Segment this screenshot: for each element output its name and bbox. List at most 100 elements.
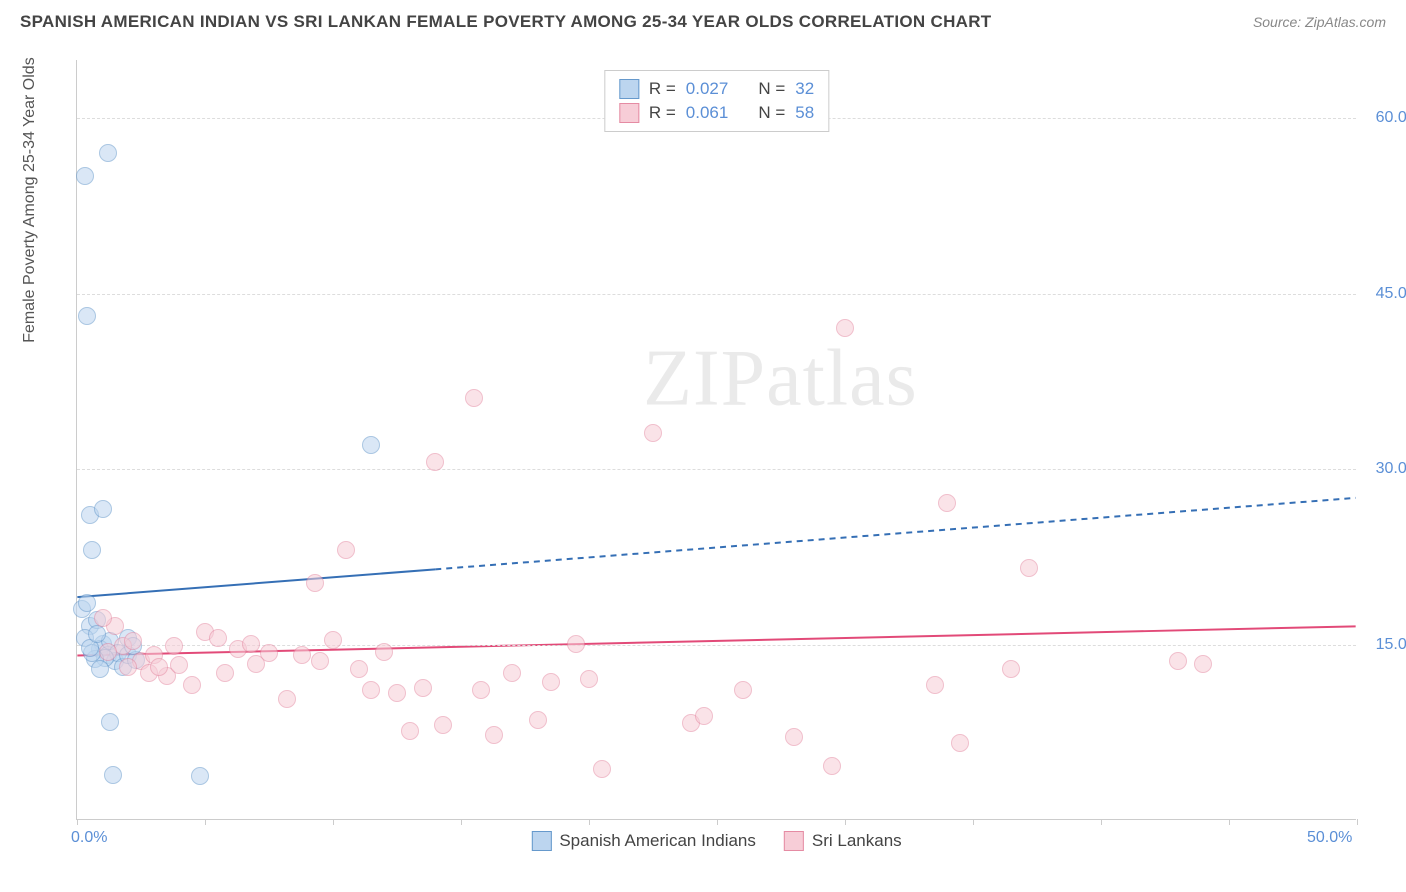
x-tick — [1101, 819, 1102, 825]
data-point — [293, 646, 311, 664]
data-point — [209, 629, 227, 647]
data-point — [119, 658, 137, 676]
x-tick — [589, 819, 590, 825]
legend-correlation: R = 0.027 N = 32 R = 0.061 N = 58 — [604, 70, 829, 132]
data-point — [76, 167, 94, 185]
x-tick — [1229, 819, 1230, 825]
data-point — [1169, 652, 1187, 670]
legend-label-1: Spanish American Indians — [559, 831, 756, 851]
trend-lines — [77, 60, 1356, 819]
data-point — [401, 722, 419, 740]
legend-item-1: Spanish American Indians — [531, 831, 756, 851]
legend-row-series-2: R = 0.061 N = 58 — [619, 101, 814, 125]
plot-area: ZIPatlas R = 0.027 N = 32 R = 0.061 N = … — [76, 60, 1356, 820]
data-point — [216, 664, 234, 682]
n-label: N = — [758, 103, 785, 123]
data-point — [83, 541, 101, 559]
data-point — [104, 766, 122, 784]
data-point — [375, 643, 393, 661]
data-point — [362, 436, 380, 454]
data-point — [567, 635, 585, 653]
data-point — [426, 453, 444, 471]
n-label: N = — [758, 79, 785, 99]
legend-item-2: Sri Lankans — [784, 831, 902, 851]
x-tick — [333, 819, 334, 825]
data-point — [785, 728, 803, 746]
gridline — [77, 294, 1356, 295]
data-point — [99, 643, 117, 661]
data-point — [191, 767, 209, 785]
chart-container: Female Poverty Among 25-34 Year Olds ZIP… — [48, 48, 1388, 848]
data-point — [165, 637, 183, 655]
data-point — [350, 660, 368, 678]
x-tick — [461, 819, 462, 825]
data-point — [94, 500, 112, 518]
data-point — [183, 676, 201, 694]
data-point — [734, 681, 752, 699]
legend-label-2: Sri Lankans — [812, 831, 902, 851]
data-point — [170, 656, 188, 674]
data-point — [124, 632, 142, 650]
x-tick — [77, 819, 78, 825]
data-point — [99, 144, 117, 162]
r-value-2: 0.061 — [686, 103, 729, 123]
data-point — [311, 652, 329, 670]
data-point — [337, 541, 355, 559]
y-axis-label: Female Poverty Among 25-34 Year Olds — [21, 57, 39, 343]
chart-header: SPANISH AMERICAN INDIAN VS SRI LANKAN FE… — [0, 0, 1406, 40]
trend-line-dashed — [435, 498, 1355, 569]
data-point — [150, 658, 168, 676]
x-tick — [845, 819, 846, 825]
data-point — [306, 574, 324, 592]
x-tick — [205, 819, 206, 825]
data-point — [78, 594, 96, 612]
data-point — [434, 716, 452, 734]
data-point — [260, 644, 278, 662]
n-value-2: 58 — [795, 103, 814, 123]
data-point — [94, 609, 112, 627]
legend-swatch-icon — [531, 831, 551, 851]
r-value-1: 0.027 — [686, 79, 729, 99]
chart-title: SPANISH AMERICAN INDIAN VS SRI LANKAN FE… — [20, 12, 992, 32]
data-point — [580, 670, 598, 688]
data-point — [78, 307, 96, 325]
data-point — [242, 635, 260, 653]
data-point — [472, 681, 490, 699]
data-point — [88, 625, 106, 643]
data-point — [542, 673, 560, 691]
data-point — [362, 681, 380, 699]
y-tick-label: 60.0% — [1376, 109, 1406, 127]
data-point — [695, 707, 713, 725]
x-tick — [1357, 819, 1358, 825]
x-tick — [717, 819, 718, 825]
gridline — [77, 469, 1356, 470]
data-point — [938, 494, 956, 512]
n-value-1: 32 — [795, 79, 814, 99]
data-point — [101, 713, 119, 731]
y-tick-label: 30.0% — [1376, 460, 1406, 478]
data-point — [593, 760, 611, 778]
data-point — [529, 711, 547, 729]
data-point — [644, 424, 662, 442]
data-point — [1002, 660, 1020, 678]
legend-swatch-icon — [784, 831, 804, 851]
data-point — [951, 734, 969, 752]
legend-swatch-2 — [619, 103, 639, 123]
chart-source: Source: ZipAtlas.com — [1253, 14, 1386, 30]
data-point — [1194, 655, 1212, 673]
x-tick — [973, 819, 974, 825]
data-point — [324, 631, 342, 649]
legend-series: Spanish American Indians Sri Lankans — [531, 831, 901, 851]
r-label: R = — [649, 103, 676, 123]
data-point — [836, 319, 854, 337]
data-point — [485, 726, 503, 744]
data-point — [823, 757, 841, 775]
legend-swatch-1 — [619, 79, 639, 99]
x-tick-label: 50.0% — [1307, 829, 1352, 847]
data-point — [278, 690, 296, 708]
data-point — [414, 679, 432, 697]
x-tick-label: 0.0% — [71, 829, 107, 847]
trend-line-solid — [77, 569, 435, 597]
data-point — [91, 660, 109, 678]
data-point — [388, 684, 406, 702]
